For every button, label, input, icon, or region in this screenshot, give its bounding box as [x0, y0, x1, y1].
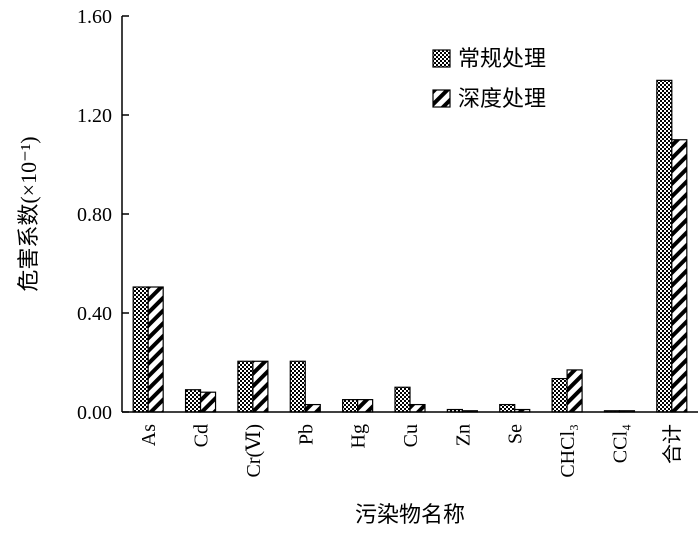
bar-advanced: [671, 139, 688, 413]
bar-conventional: [394, 386, 411, 413]
x-tick-label: Cd: [191, 424, 213, 447]
x-tick-label: As: [138, 424, 160, 446]
bar-conventional: [237, 360, 254, 413]
y-tick-label: 1.60: [77, 6, 112, 28]
bar-advanced: [147, 286, 164, 413]
bar-advanced: [252, 360, 269, 413]
y-tick-label: 1.20: [77, 105, 112, 127]
bar-conventional: [132, 286, 149, 413]
legend-swatch: [432, 49, 451, 68]
y-tick-label: 0.00: [77, 402, 112, 424]
y-axis-title: 危害系数(×10⁻¹): [16, 136, 41, 291]
axes-group: [121, 16, 698, 413]
bar-advanced: [409, 403, 426, 413]
x-tick-label: CHCl₃: [557, 424, 579, 478]
y-ticks-group: 0.00 0.40 0.80 1.20 1.60: [77, 6, 129, 424]
legend-swatch: [432, 89, 451, 108]
x-tick-label: Hg: [348, 424, 370, 448]
x-tick-label: Zn: [452, 424, 474, 446]
x-tick-label: Pb: [295, 424, 317, 445]
bar-conventional: [499, 403, 516, 413]
bar-advanced: [566, 369, 583, 413]
bar-advanced: [357, 399, 374, 413]
bar-conventional: [342, 399, 359, 413]
y-tick-label: 0.80: [77, 204, 112, 226]
bar-conventional: [289, 360, 306, 413]
legend-label: 常规处理: [458, 46, 546, 71]
x-axis-title: 污染物名称: [355, 502, 465, 527]
x-tick-label: CCl₄: [609, 424, 631, 463]
bar-advanced: [304, 403, 321, 413]
x-tick-label: Se: [505, 424, 527, 444]
bar-conventional: [656, 79, 673, 413]
x-tick-label: Cr(Ⅵ): [243, 424, 265, 477]
bar-conventional: [551, 377, 568, 413]
x-tick-label: 合计: [661, 424, 684, 464]
bars-group: [132, 79, 688, 413]
x-tick-label: Cu: [400, 424, 422, 447]
y-tick-label: 0.40: [77, 303, 112, 325]
legend-label: 深度处理: [458, 86, 546, 111]
bar-conventional: [184, 389, 202, 413]
bar-advanced: [199, 391, 217, 413]
x-tick-labels-group: As Cd Cr(Ⅵ) Pb Hg Cu Zn Se CHCl₃ CCl₄ 合计: [138, 424, 684, 478]
